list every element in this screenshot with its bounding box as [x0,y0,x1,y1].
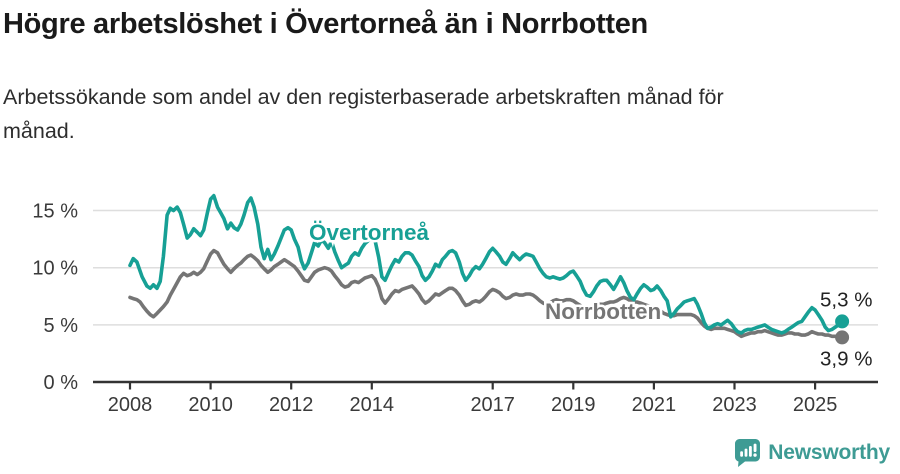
series-inline-label: Norrbotten [545,299,661,324]
series-end-dot [835,330,850,345]
series-line [128,193,844,335]
x-axis-labels: 2008 2010 2012 2014 2017 2019 2021 2023 2025 [108,394,838,416]
series-norrbotten: Norrbotten 3,9 % [128,248,872,370]
y-tick-label: 0 % [44,372,79,394]
y-axis-labels: 0 % 5 % 10 % 15 % [32,201,78,394]
x-tick-label: 2010 [188,394,233,416]
series-line [128,248,844,340]
newsworthy-wordmark: Newsworthy [768,440,890,464]
x-tick-label: 2025 [793,394,838,416]
series-inline-label: Övertorneå [309,220,430,245]
series-end-value-label: 5,3 % [820,288,872,311]
subtitle-line-2: månad. [3,119,75,143]
series-overtornea: Övertorneå 5,3 % [128,193,872,335]
newsworthy-logo[interactable]: Newsworthy [734,438,890,467]
y-tick-label: 10 % [32,258,78,280]
page-title: Högre arbetslöshet i Övertorneå än i Nor… [3,8,648,40]
y-tick-label: 15 % [32,201,78,223]
y-tick-label: 5 % [44,315,79,337]
newsworthy-bubble-icon [735,439,761,467]
x-tick-label: 2012 [269,394,314,416]
x-tick-label: 2017 [470,394,515,416]
x-axis [93,380,878,390]
chart-subtitle: Arbetssökande som andel av den registerb… [3,80,873,148]
subtitle-line-1: Arbetssökande som andel av den registerb… [3,85,724,109]
x-tick-label: 2023 [712,394,757,416]
series-end-dot [835,314,850,329]
series-end-value-label: 3,9 % [820,347,872,370]
x-tick-label: 2008 [108,394,153,416]
x-tick-label: 2014 [350,394,395,416]
x-tick-label: 2021 [632,394,677,416]
y-gridlines [93,209,878,326]
x-tick-label: 2019 [551,394,596,416]
